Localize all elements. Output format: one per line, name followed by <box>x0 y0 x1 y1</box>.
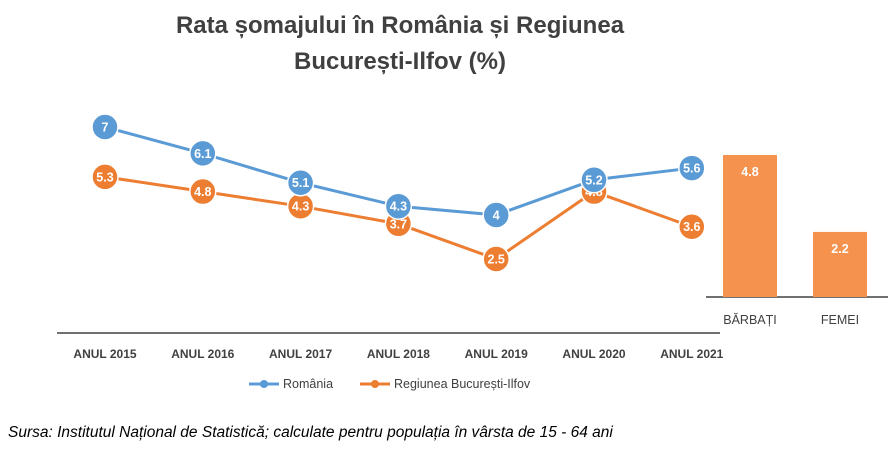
bar-category-label: FEMEI <box>821 313 859 327</box>
data-point-bucuresti-ilfov <box>678 212 706 241</box>
x-tick-label: ANUL 2017 <box>269 347 332 361</box>
data-point-romania <box>384 192 413 220</box>
data-label-bucuresti-ilfov: 5.3 <box>96 170 113 184</box>
legend-label-bucuresti-ilfov: Regiunea București-Ilfov <box>394 377 531 391</box>
source-note: Sursa: Institutul Național de Statistică… <box>8 424 613 441</box>
data-point-bucuresti-ilfov <box>91 163 119 191</box>
data-point-romania <box>189 139 217 168</box>
data-label-bucuresti-ilfov: 3.6 <box>683 220 700 234</box>
bar-barbati <box>723 155 777 297</box>
chart-title: Rata șomajului în România și Regiunea Bu… <box>100 8 700 80</box>
data-point-romania <box>91 113 119 141</box>
bar-value-label: 4.8 <box>741 165 758 179</box>
legend-swatch-marker-romania <box>260 380 268 388</box>
legend-swatch-marker-bucuresti-ilfov <box>371 380 379 388</box>
data-point-romania <box>580 166 608 194</box>
data-point-bucuresti-ilfov <box>189 177 217 206</box>
data-label-romania: 4.3 <box>390 200 407 214</box>
x-tick-label: ANUL 2016 <box>171 347 234 361</box>
data-label-bucuresti-ilfov: 3.7 <box>390 217 407 231</box>
data-label-romania: 6.1 <box>194 147 211 161</box>
x-tick-label: ANUL 2015 <box>73 347 136 361</box>
bar-value-label: 2.2 <box>831 242 848 256</box>
data-label-bucuresti-ilfov: 2.5 <box>488 253 505 267</box>
x-tick-label: ANUL 2021 <box>660 347 723 361</box>
data-label-romania: 7 <box>102 121 109 135</box>
bar-category-label: BĂRBAȚI <box>723 312 777 327</box>
data-point-romania <box>678 154 706 182</box>
chart-title-line-2: București-Ilfov (%) <box>293 48 506 75</box>
x-tick-label: ANUL 2020 <box>562 347 625 361</box>
chart-area: ANUL 2015 ANUL 2016 ANUL 2017 ANUL 2018 ANUL… <box>57 113 888 391</box>
data-label-romania: 5.6 <box>683 162 700 176</box>
x-tick-label: ANUL 2018 <box>367 347 430 361</box>
data-point-bucuresti-ilfov <box>482 245 510 273</box>
data-label-romania: 4 <box>493 209 500 223</box>
bar-femei <box>813 231 867 297</box>
data-label-romania: 5.1 <box>292 176 309 190</box>
data-label-bucuresti-ilfov: 4.8 <box>194 185 211 199</box>
data-point-romania <box>482 201 510 229</box>
data-label-romania: 5.2 <box>585 173 602 187</box>
chart-title-line-1: Rata șomajului în România și Regiunea <box>175 12 625 39</box>
data-point-romania <box>286 168 315 197</box>
x-tick-label: ANUL 2019 <box>465 347 528 361</box>
data-label-bucuresti-ilfov: 4.3 <box>292 200 309 214</box>
legend-label-romania: România <box>283 377 333 391</box>
